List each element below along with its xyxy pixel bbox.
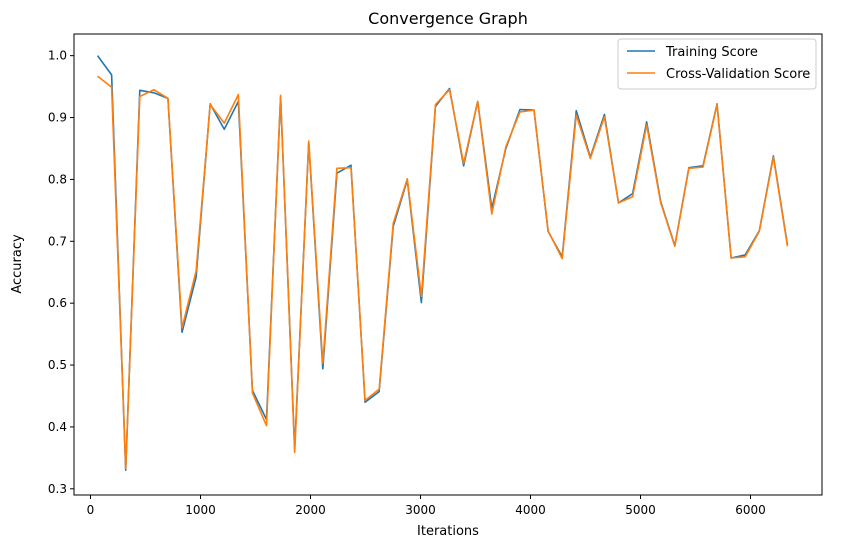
y-tick-label: 0.6 [48,296,67,310]
y-tick-label: 0.5 [48,358,67,372]
legend-label-training: Training Score [665,45,758,60]
legend-label-cross-validation: Cross-Validation Score [666,67,810,82]
chart-title: Convergence Graph [368,9,528,28]
y-axis-ticks: 0.3 0.4 0.5 0.6 0.7 0.8 0.9 1.0 [48,49,74,496]
x-tick-label: 5000 [625,503,656,517]
x-tick-label: 0 [87,503,95,517]
y-tick-label: 0.3 [48,482,67,496]
y-axis-label: Accuracy [10,234,25,294]
y-tick-label: 1.0 [48,49,67,63]
legend-box [617,38,817,90]
x-tick-label: 4000 [515,503,546,517]
x-tick-label: 3000 [405,503,436,517]
x-tick-label: 6000 [735,503,766,517]
legend: Training Score Cross-Validation Score [617,38,817,90]
plot-frame [73,33,823,496]
x-axis-ticks: 0 1000 2000 3000 4000 5000 6000 [87,495,766,517]
x-axis-label: Iterations [417,524,479,539]
x-tick-label: 1000 [185,503,216,517]
series-line-1 [97,75,789,470]
x-tick-label: 2000 [295,503,326,517]
y-tick-label: 0.4 [48,420,67,434]
y-tick-label: 0.7 [48,234,67,248]
y-tick-label: 0.9 [48,111,67,125]
series-layer [96,55,789,472]
y-tick-label: 0.8 [48,172,67,186]
